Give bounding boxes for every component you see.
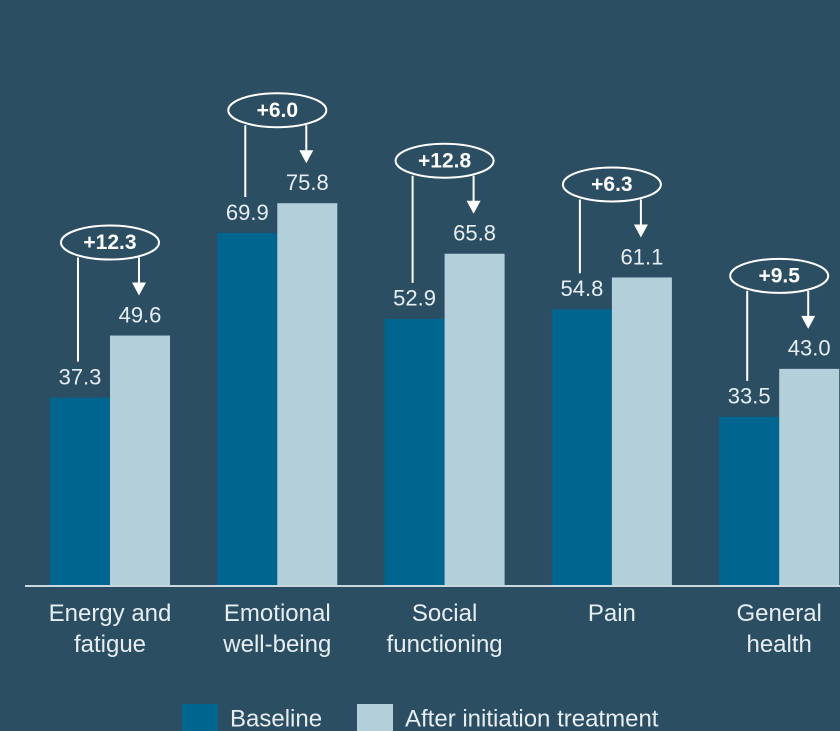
value-label: 49.6 [119,302,162,327]
value-label: 43.0 [788,336,831,361]
bar [384,318,445,586]
annotation-arrow [466,200,481,214]
annotation: +12.8 [418,149,471,172]
annotation: +12.3 [83,231,136,254]
annotation-oval [394,142,495,179]
annotation-oval [561,166,662,203]
x-tick-label: General health [736,600,822,658]
bar [611,277,672,586]
bar [719,416,780,586]
annotation: +6.3 [591,173,632,196]
bar [50,397,110,586]
legend-swatch [357,704,393,731]
annotation-oval [227,92,328,129]
value-label: 54.8 [560,276,603,301]
value-label: 75.8 [286,170,329,195]
value-label: 37.3 [59,364,102,389]
x-tick-label: Pain [587,600,636,627]
value-label: 69.9 [226,200,269,225]
annotation: +9.5 [758,264,800,287]
bar [551,309,612,586]
bar [444,253,505,586]
value-label: 52.9 [393,286,436,311]
bar [779,368,840,586]
bar [110,335,170,586]
annotation: +6.0 [257,99,298,122]
annotation-oval [60,224,160,261]
bar [217,233,278,586]
legend-label: After initiation treatment [405,705,659,731]
x-tick-label: Emotional well-being [223,600,332,658]
annotation-arrow [132,282,146,296]
legend-swatch [182,704,218,731]
value-label: 33.5 [728,384,771,409]
value-label: 61.1 [620,244,663,269]
annotation-arrow [299,150,314,164]
bar [277,203,338,586]
x-tick-label: Energy and fatigue [48,600,172,658]
annotation-arrow [801,315,816,329]
annotation-arrow [633,224,648,238]
value-label: 65.8 [453,221,496,246]
x-tick-label: Social functioning [386,600,503,658]
annotation-oval [729,257,830,294]
legend-label: Baseline [230,705,322,731]
